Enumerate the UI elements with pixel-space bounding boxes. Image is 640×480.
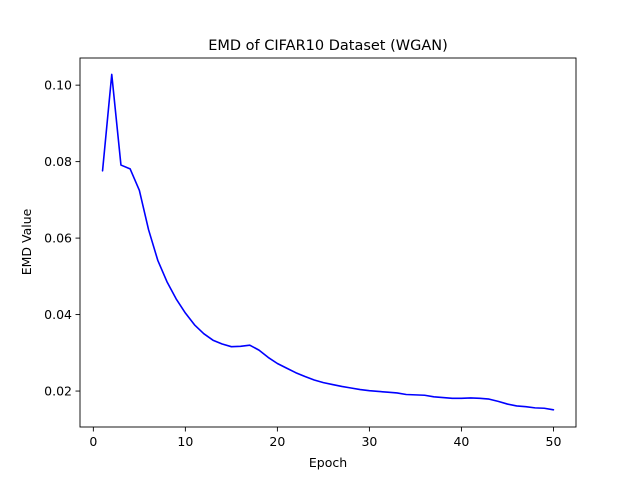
- axes-frame: [79, 57, 577, 428]
- x-tick-label: 30: [361, 434, 377, 449]
- chart-title: EMD of CIFAR10 Dataset (WGAN): [208, 38, 448, 54]
- y-tick-label: 0.02: [44, 384, 72, 399]
- x-tick-label: 40: [453, 434, 469, 449]
- x-axis-label: Epoch: [309, 455, 347, 470]
- x-tick-label: 20: [269, 434, 285, 449]
- series-line-0: [101, 73, 555, 411]
- x-tick-label: 0: [89, 434, 97, 449]
- x-tick-label: 50: [546, 434, 562, 449]
- plot-area: 0 10 20 30 40 50 0.02 0.04 0.06 0.08 0.10: [44, 57, 577, 449]
- y-tick-label: 0.10: [44, 78, 72, 93]
- y-tick-label: 0.04: [44, 307, 72, 322]
- x-tick-label: 10: [177, 434, 193, 449]
- y-tick-label: 0.08: [44, 154, 72, 169]
- y-axis-label: EMD Value: [19, 208, 34, 275]
- y-tick-label: 0.06: [44, 231, 72, 246]
